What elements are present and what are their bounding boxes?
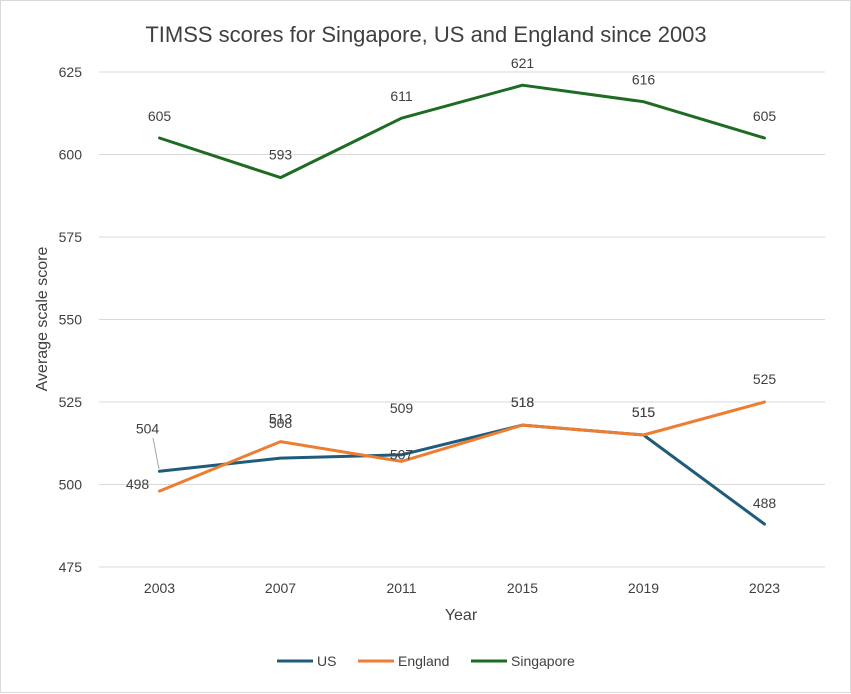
y-tick-label: 600 [59, 147, 83, 163]
data-label-singapore: 605 [148, 108, 172, 124]
y-tick-label: 550 [59, 312, 83, 328]
data-label-england: 513 [269, 411, 293, 427]
x-tick-label: 2003 [144, 580, 175, 596]
y-tick-label: 625 [59, 64, 83, 80]
series-line-england [158, 400, 766, 493]
data-label-singapore: 605 [753, 108, 777, 124]
data-label-singapore: 593 [269, 147, 293, 163]
legend: US England Singapore [277, 653, 575, 669]
legend-label-singapore: Singapore [511, 653, 575, 669]
series-line-singapore [158, 83, 766, 180]
y-tick-label: 575 [59, 229, 83, 245]
x-tick-label: 2015 [507, 580, 538, 596]
y-tick-labels: 475 500 525 550 575 600 625 [59, 64, 83, 575]
data-label-us: 515 [632, 404, 656, 420]
x-tick-label: 2011 [386, 580, 416, 596]
chart-title: TIMSS scores for Singapore, US and Engla… [145, 22, 706, 47]
x-axis-title: Year [445, 607, 478, 624]
data-label-england: 498 [126, 476, 150, 492]
x-tick-label: 2007 [265, 580, 296, 596]
data-label-us: 488 [753, 495, 777, 511]
series-line-us [158, 423, 766, 526]
series-lines [158, 83, 766, 526]
data-label-us: 504 [136, 420, 160, 436]
y-tick-label: 500 [59, 477, 83, 493]
gridlines [99, 71, 825, 568]
data-label-us: 509 [390, 400, 414, 416]
data-label-england: 515 [632, 404, 656, 420]
x-tick-label: 2023 [749, 580, 780, 596]
data-label-us: 518 [511, 394, 535, 410]
data-label-singapore: 621 [511, 55, 535, 71]
legend-label-us: US [317, 653, 336, 669]
data-label-us: 508 [269, 415, 293, 431]
x-tick-label: 2019 [628, 580, 659, 596]
data-label-england: 525 [753, 371, 777, 387]
y-tick-label: 475 [59, 559, 83, 575]
data-label-leader-line [152, 437, 160, 470]
legend-label-england: England [398, 653, 449, 669]
data-label-england: 507 [390, 446, 414, 462]
y-axis-title: Average scale score [34, 247, 51, 392]
data-label-england: 518 [511, 394, 535, 410]
data-label-singapore: 616 [632, 72, 656, 88]
data-label-singapore: 611 [390, 88, 413, 104]
x-tick-labels: 2003 2007 2011 2015 2019 2023 [144, 580, 780, 596]
y-tick-label: 525 [59, 394, 83, 410]
